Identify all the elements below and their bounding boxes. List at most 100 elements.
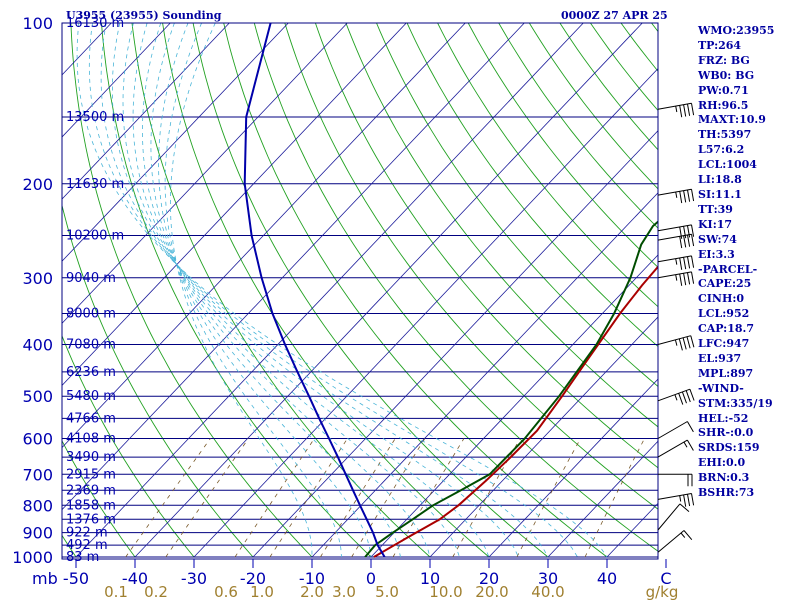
temperature-tick-label: -20 <box>240 569 266 588</box>
height-label: 3490 m <box>66 450 116 465</box>
dry-adiabat <box>70 23 313 558</box>
moist-adiabat <box>76 23 608 558</box>
isotherm <box>252 130 658 558</box>
index-line: LCL:952 <box>698 307 750 321</box>
wind-barb <box>657 530 693 553</box>
dry-adiabat <box>437 23 658 308</box>
index-line: FRZ: BG <box>698 53 750 67</box>
height-label: 4108 m <box>66 432 116 447</box>
mixing-ratio-axis: 0.1 0.2 0.6 1.0 2.0 3.0 5.0 10.0 20.0 40.0 g/kg <box>104 583 678 600</box>
mixing-ratio-line <box>125 438 211 558</box>
wind-barb <box>657 335 695 351</box>
isotherm <box>62 23 407 387</box>
height-label: 1376 m <box>66 512 116 527</box>
wind-barb <box>657 233 695 249</box>
height-label: 2915 m <box>66 467 116 482</box>
index-line: STM:335/19 <box>698 396 773 410</box>
mixing-ratio-line <box>165 438 249 558</box>
dry-adiabat <box>406 23 658 348</box>
wind-barb <box>657 271 695 286</box>
mixing-ratio-line <box>269 438 348 558</box>
mixing-ratio-line <box>351 438 426 558</box>
height-label: 2369 m <box>66 483 116 498</box>
isotherm <box>62 23 230 200</box>
index-line: RH:96.5 <box>698 98 749 112</box>
index-line: -WIND- <box>698 381 744 395</box>
dry-adiabat <box>62 334 195 558</box>
temperature-tick-label: -10 <box>299 569 325 588</box>
mixing-ratio-label: 5.0 <box>375 583 399 600</box>
index-line: TT:39 <box>698 202 733 216</box>
wind-barb <box>657 188 695 204</box>
pressure-tick-label: 700 <box>22 465 53 484</box>
pressure-tick-label: 900 <box>22 524 53 543</box>
dry-adiabat <box>498 23 658 229</box>
height-label: 13500 m <box>66 110 124 125</box>
dry-adiabat-layer <box>62 23 658 558</box>
wind-barb <box>658 473 693 487</box>
mixing-ratio-unit: g/kg <box>646 583 679 600</box>
mixing-ratio-label: 2.0 <box>300 583 324 600</box>
index-line: TP:264 <box>698 38 742 52</box>
height-label: 10200 m <box>66 228 124 243</box>
height-label: 9040 m <box>66 271 116 286</box>
index-line: EI:3.3 <box>698 247 735 261</box>
temperature-tick-label: 30 <box>538 569 558 588</box>
index-line: EL:937 <box>698 351 742 365</box>
wind-barb <box>657 388 695 405</box>
moist-adiabat <box>122 23 490 558</box>
isotherm <box>311 192 658 558</box>
index-line: MPL:897 <box>698 366 754 380</box>
index-line: EHI:0.0 <box>698 456 746 470</box>
index-line: KI:17 <box>698 217 733 231</box>
index-line: HEL:-52 <box>698 411 749 425</box>
wind-barb <box>657 224 695 239</box>
temperature-tick-label: -30 <box>181 569 207 588</box>
mixing-ratio-label: 3.0 <box>332 583 356 600</box>
height-label: 4766 m <box>66 411 116 426</box>
moist-adiabat <box>132 23 460 558</box>
mixing-ratio-label: 10.0 <box>429 583 462 600</box>
pressure-tick-label: 400 <box>22 336 53 355</box>
wind-barb-layer <box>657 102 695 553</box>
pressure-tick-label: 100 <box>22 14 53 33</box>
dry-adiabat <box>559 23 658 151</box>
temperature-tick-label: 10 <box>420 569 440 588</box>
moist-adiabat <box>100 23 549 558</box>
temperature-tick-label: C <box>660 569 671 588</box>
height-label: 8000 m <box>66 307 116 322</box>
temperature-tick-label: 40 <box>597 569 617 588</box>
isotherm <box>62 23 466 449</box>
dry-adiabat <box>162 23 490 558</box>
dry-adiabat <box>62 439 136 558</box>
mixing-ratio-label: 1.0 <box>250 583 274 600</box>
temperature-line <box>373 265 658 558</box>
index-line: WB0: BG <box>698 68 755 82</box>
pressure-tick-label: 600 <box>22 430 53 449</box>
isotherm <box>134 23 643 558</box>
index-line: BRN:0.3 <box>698 471 750 485</box>
index-line: SHR-:0.0 <box>698 426 754 440</box>
index-line: CAP:18.7 <box>698 322 755 336</box>
isotherm <box>62 23 171 138</box>
dry-adiabat <box>131 23 431 558</box>
sounding-time: 0000Z 27 APR 25 <box>561 9 668 22</box>
index-line: WMO:23955 <box>698 24 775 37</box>
height-label: 11630 m <box>66 177 124 192</box>
moist-adiabat <box>141 23 431 558</box>
wind-barb <box>657 439 694 458</box>
wind-barb <box>657 421 694 439</box>
moist-adiabat <box>169 23 313 558</box>
index-line: CINH:0 <box>698 292 745 306</box>
plot-frame <box>61 22 659 560</box>
dry-adiabat <box>314 23 658 469</box>
pressure-tick-label: 500 <box>22 387 53 406</box>
mixing-ratio-line <box>234 438 315 558</box>
isotherm <box>547 440 658 558</box>
moist-adiabat-layer <box>76 23 608 558</box>
pressure-axis: 100 200 300 400 500 600 700 800 900 1000 mb <box>12 14 57 588</box>
moist-adiabat <box>150 23 401 558</box>
moist-adiabat <box>112 23 519 558</box>
height-label: 5480 m <box>66 389 116 404</box>
